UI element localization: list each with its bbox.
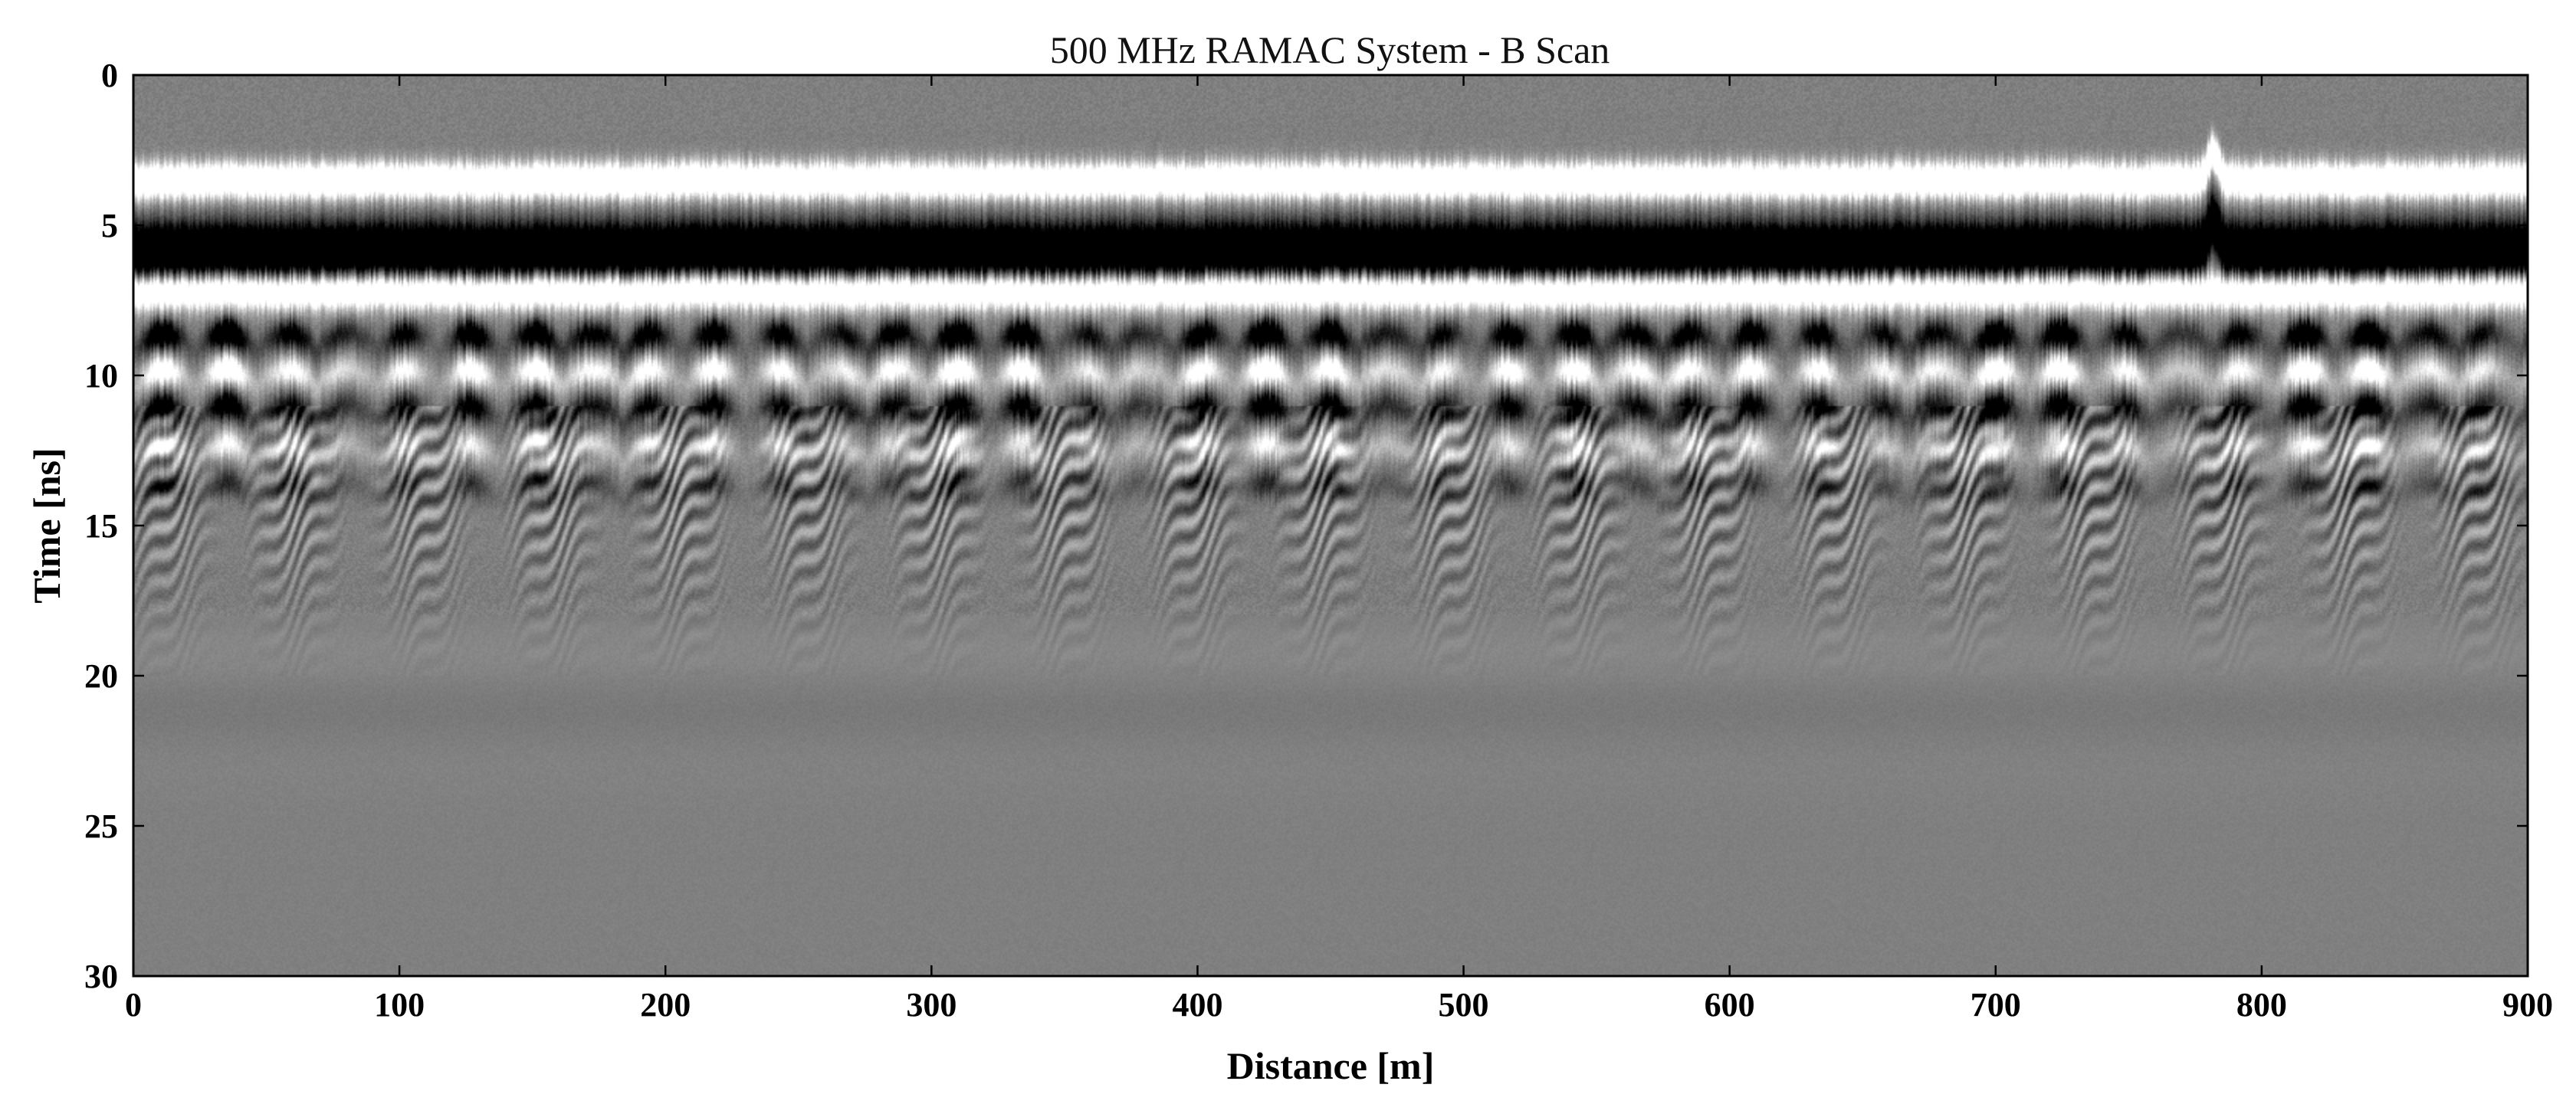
y-axis-ticks: 0 5 10 15 20 25 30	[84, 57, 2528, 995]
x-tick-label: 200	[640, 986, 691, 1024]
x-tick-label: 700	[1971, 986, 2021, 1024]
x-tick-label: 600	[1705, 986, 1755, 1024]
y-tick-label: 10	[84, 357, 118, 395]
y-tick-label: 25	[84, 808, 118, 845]
x-tick-label: 100	[374, 986, 425, 1024]
y-tick-label: 30	[84, 958, 118, 995]
x-tick-label: 0	[125, 986, 142, 1024]
x-axis-ticks: 0 100 200 300 400 500 600 700 800 900	[125, 75, 2553, 1024]
x-tick-label: 300	[906, 986, 957, 1024]
chart-title: 500 MHz RAMAC System - B Scan	[1050, 28, 1610, 71]
y-tick-label: 20	[84, 657, 118, 695]
plot-area	[132, 74, 2529, 978]
x-tick-label: 900	[2502, 986, 2553, 1024]
y-tick-label: 15	[84, 507, 118, 545]
y-tick-label: 0	[101, 57, 118, 94]
x-tick-label: 800	[2236, 986, 2287, 1024]
y-axis-label: Time [ns]	[25, 447, 68, 603]
b-scan-image	[133, 75, 2528, 976]
x-tick-label: 500	[1439, 986, 1489, 1024]
y-tick-label: 5	[101, 207, 118, 244]
x-tick-label: 400	[1172, 986, 1222, 1024]
x-axis-label: Distance [m]	[1227, 1044, 1435, 1087]
